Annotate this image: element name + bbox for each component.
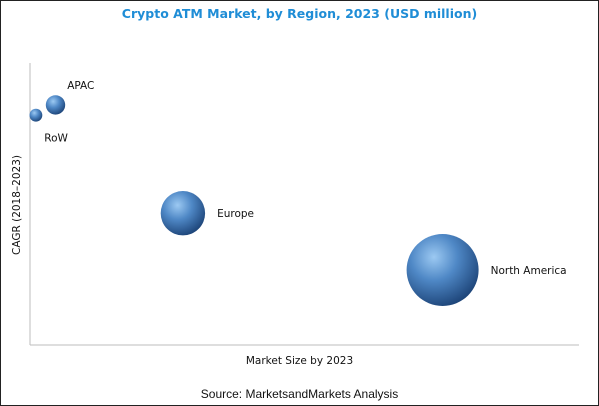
bubbles-group: APAC RoW Europe North America xyxy=(29,80,567,306)
bubble-north-america xyxy=(406,234,479,306)
bubble-apac xyxy=(45,95,66,115)
bubble-label-row: RoW xyxy=(44,133,68,145)
bubble-europe xyxy=(160,191,206,236)
bubble-label-europe: Europe xyxy=(217,208,254,220)
x-axis-label: Market Size by 2023 xyxy=(245,355,354,367)
bubble-label-apac: APAC xyxy=(67,80,94,92)
y-axis-label: CAGR (2018–2023) xyxy=(11,155,23,255)
chart-title: Crypto ATM Market, by Region, 2023 (USD … xyxy=(121,6,478,21)
bubble-row xyxy=(29,108,43,122)
bubble-label-north-america: North America xyxy=(491,265,567,277)
source-note: Source: MarketsandMarkets Analysis xyxy=(200,387,399,401)
